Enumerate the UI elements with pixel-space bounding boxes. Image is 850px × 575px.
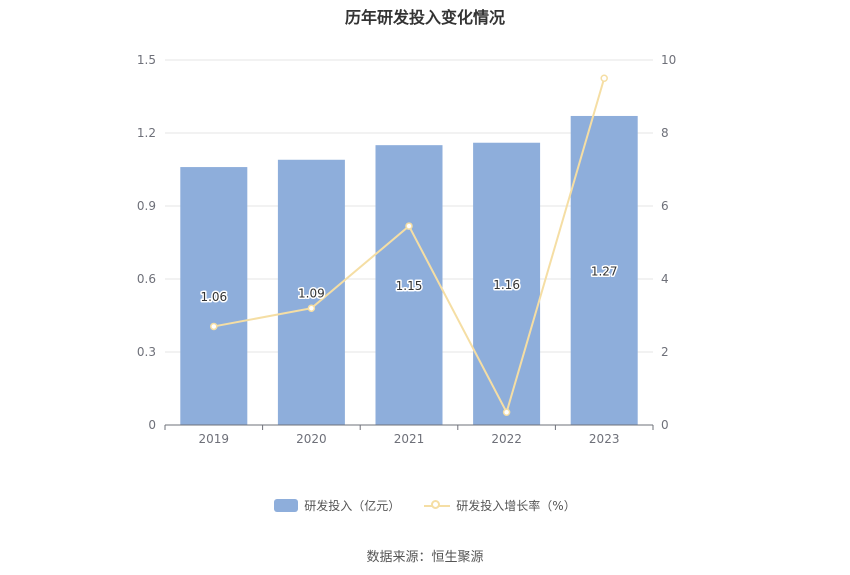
y-left-tick-label: 0.3	[137, 345, 156, 359]
legend-item-rd-investment[interactable]: 研发投入（亿元）	[274, 497, 400, 514]
y-left-tick-label: 0	[148, 418, 156, 432]
chart-legend: 研发投入（亿元） 研发投入增长率（%）	[0, 497, 850, 514]
legend-item-growth-rate[interactable]: 研发投入增长率（%）	[424, 497, 576, 514]
y-right-tick-label: 6	[661, 199, 669, 213]
legend-bar-swatch	[274, 499, 299, 512]
bar	[180, 167, 248, 426]
bar	[277, 159, 345, 425]
bar-value-label: 1.09	[298, 286, 325, 300]
bar-value-label: 1.15	[396, 279, 423, 293]
chart-title: 历年研发投入变化情况	[344, 8, 505, 27]
y-left-tick-label: 0.6	[137, 272, 156, 286]
growth-rate-point	[405, 222, 413, 230]
bar	[570, 115, 638, 425]
chart-plot: 0 0.3 0.6 0.9 1.2 1.5 0 2 4 6 8 10 2019 2020 2021 2022 2…	[137, 53, 676, 446]
y-right-tick-label: 4	[661, 272, 669, 286]
bar	[375, 145, 443, 425]
x-tick-label: 2023	[589, 432, 620, 446]
x-tick-label: 2022	[491, 432, 522, 446]
y-left-tick-label: 1.2	[137, 126, 156, 140]
x-tick-label: 2020	[296, 432, 327, 446]
legend-label-growth-rate: 研发投入增长率（%）	[456, 499, 576, 513]
x-tick-label: 2019	[199, 432, 230, 446]
x-tick-label: 2021	[394, 432, 425, 446]
legend-label-rd-investment: 研发投入（亿元）	[304, 499, 401, 513]
growth-rate-point	[502, 408, 511, 416]
y-left-tick-label: 0.9	[137, 199, 156, 213]
growth-rate-point	[210, 322, 218, 331]
data-source-note: 数据来源：恒生聚源	[366, 550, 484, 565]
bar-value-label: 1.06	[200, 290, 227, 304]
bar	[473, 142, 541, 425]
y-right-tick-label: 0	[661, 418, 669, 432]
bar-value-label: 1.16	[493, 278, 520, 292]
legend-line-swatch	[424, 499, 451, 512]
y-right-tick-label: 10	[661, 53, 676, 67]
y-left-tick-label: 1.5	[137, 53, 156, 67]
y-right-tick-label: 2	[661, 345, 669, 359]
y-right-tick-label: 8	[661, 126, 669, 140]
bar-value-label: 1.27	[591, 264, 618, 278]
growth-rate-point	[307, 304, 316, 312]
growth-rate-point	[600, 74, 608, 82]
